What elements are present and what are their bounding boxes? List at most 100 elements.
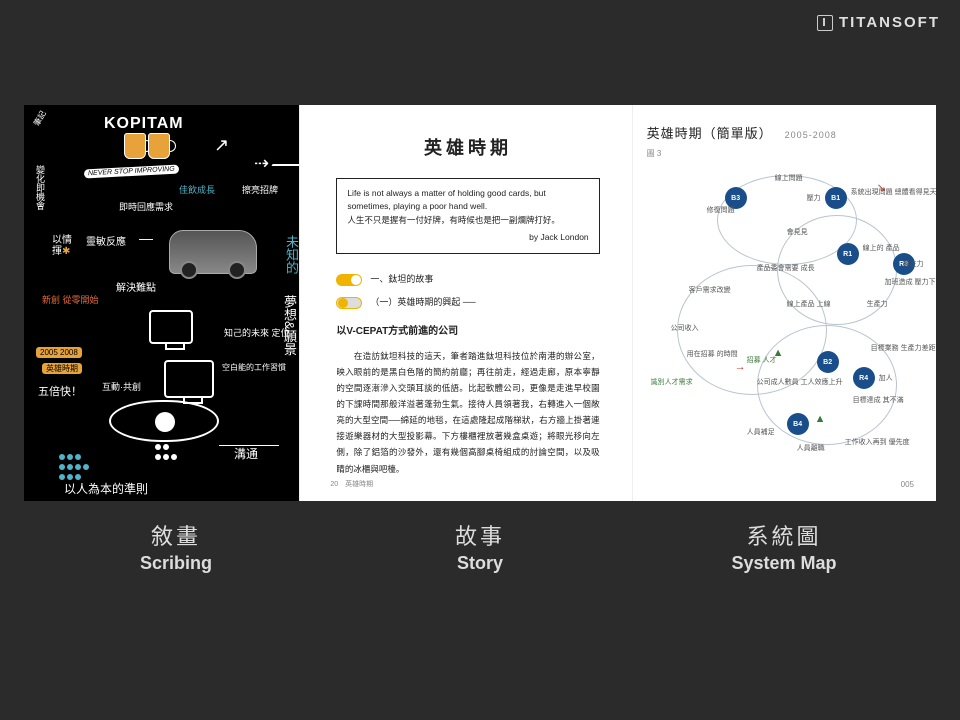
cups-icon — [124, 133, 172, 161]
caption-systemmap: 系統圖 System Map — [632, 519, 936, 574]
nlabel: 工作收入再到 優先度 — [845, 437, 910, 447]
toggle-off-icon — [336, 297, 362, 309]
nlabel: 目標達成 其不滿 — [853, 395, 904, 405]
label-comm: 溝通 — [234, 445, 258, 462]
node-r4: R4 — [853, 367, 875, 389]
toggle-label-1: 一、鈦坦的故事 — [370, 272, 433, 287]
quote-zh: 人生不只是握有一付好牌，有時候也是把一副爛牌打好。 — [347, 214, 588, 228]
map-area: B3 B1 R1 R3 B2 R4 B4 線上問題 壓力 系統出現問題 總體看得… — [647, 165, 922, 475]
nlabel: 線上問題 — [775, 173, 803, 183]
caption-scribing: 敘畫 Scribing — [24, 519, 328, 574]
arrow-icon: → — [735, 361, 746, 373]
nlabel: 生產力 — [867, 299, 888, 309]
eye-icon — [109, 400, 219, 442]
label-lefttag: 新創 從零開始 — [42, 295, 99, 306]
logo-icon — [817, 15, 833, 31]
nlabel: 用在招募 的時間 — [687, 349, 738, 359]
toggle-on-icon — [336, 274, 362, 286]
label-tr1: 佳飲成長 — [179, 183, 215, 196]
nlabel: 專注力 — [903, 259, 924, 269]
banner: NEVER STOP IMPROVING — [84, 165, 179, 179]
label-topleft2: 變化即機會 — [34, 165, 47, 210]
nlabel: 人員補足 — [747, 427, 775, 437]
header: TITANSOFT — [0, 0, 960, 45]
mountain-icon — [271, 140, 299, 166]
dots-icon — [58, 453, 90, 483]
label-knowself: 知己的未來 定位 — [224, 329, 290, 339]
label-tr3: 擦亮招牌 — [242, 183, 278, 196]
sysmap-title: 英雄時期（簡單版）2005-2008 — [647, 123, 922, 142]
label-hero: 英雄時期 — [42, 363, 82, 374]
sysmap-page: 005 — [901, 480, 914, 489]
nlabel: 公司收入 — [671, 323, 699, 333]
nlabel: 目標業務 生產力差距 — [871, 343, 936, 353]
label-topleft1: 筆記 — [31, 109, 49, 128]
story-body: 在造訪鈦坦科技的這天，筆者踏進鈦坦科技位於南港的辦公室，映入眼前的是黑白色階的簡… — [330, 348, 605, 477]
caption-en: Story — [328, 553, 632, 574]
arrow-icon: ▲ — [773, 347, 784, 359]
nlabel: 會見見 — [787, 227, 808, 237]
caption-en: System Map — [632, 553, 936, 574]
label-burst: 以情揮✱ — [52, 235, 72, 257]
caption-en: Scribing — [24, 553, 328, 574]
panel-story: 英雄時期 Life is not always a matter of hold… — [299, 105, 631, 501]
nlabel: 識別人才需求 — [651, 377, 693, 387]
panels-row: KOPITAM NEVER STOP IMPROVING 筆記 變化即機會 佳飲… — [24, 105, 936, 501]
nlabel: 修復問題 — [707, 205, 735, 215]
figure-number: 圖 3 — [647, 148, 922, 159]
scribing-title: KOPITAM — [104, 115, 184, 133]
logo-text: TITANSOFT — [839, 14, 940, 31]
screen-icon — [149, 310, 193, 344]
label-tr2: 即時回應需求 — [119, 200, 173, 213]
nlabel: 加班造成 壓力下降 — [885, 277, 936, 287]
caption-zh: 敘畫 — [24, 519, 328, 551]
label-bottom: 以人為本的準則 — [64, 480, 148, 497]
nlabel: 加人 — [879, 373, 893, 383]
arrow-icon: ↗ — [214, 135, 229, 156]
story-title: 英雄時期 — [330, 133, 605, 164]
nlabel: 產品委會需要 成長 — [757, 263, 815, 273]
nlabel: 壓力 — [807, 193, 821, 203]
arrow-icon: ⇢ — [254, 153, 269, 174]
story-subheading: 以V-CEPAT方式前進的公司 — [336, 323, 605, 340]
node-b4: B4 — [787, 413, 809, 435]
node-b2: B2 — [817, 351, 839, 373]
label-mid: 解決難點 — [116, 279, 156, 294]
nlabel: 線上產品 上線 — [787, 299, 831, 309]
panel-scribing: KOPITAM NEVER STOP IMPROVING 筆記 變化即機會 佳飲… — [24, 105, 299, 501]
logo: TITANSOFT — [817, 14, 940, 31]
quote-en: Life is not always a matter of holding g… — [347, 187, 588, 214]
nlabel: 線上的 產品 — [863, 243, 900, 253]
nlabel: 人員離職 — [797, 443, 825, 453]
toggle-label-2: （一）英雄時期的興起 ── — [370, 295, 475, 310]
dots-icon — [154, 443, 178, 463]
arrow-icon: ↘ — [877, 181, 886, 194]
caption-zh: 故事 — [328, 519, 632, 551]
label-midleft: 靈敏反應 — [86, 233, 126, 248]
label-year: 2005 2008 — [36, 348, 82, 357]
node-b1: B1 — [825, 187, 847, 209]
label-rv2: 夢想&願景 — [280, 295, 299, 356]
label-rv1: 未知的 — [282, 235, 299, 274]
captions-row: 敘畫 Scribing 故事 Story 系統圖 System Map — [24, 519, 936, 574]
screen-icon — [164, 360, 214, 398]
dash-icon: — — [139, 230, 153, 246]
arrow-icon: ▲ — [815, 413, 826, 425]
label-bottommid: 互動·共創 — [102, 383, 141, 393]
nlabel: 客戶需求改變 — [689, 285, 731, 295]
caption-zh: 系統圖 — [632, 519, 936, 551]
label-screen: 空白能的工作習慣 — [222, 363, 286, 373]
nlabel: 系統出現問題 總體看得見天 — [851, 187, 936, 197]
label-five: 五倍快！ — [38, 383, 82, 399]
nlabel: 公司成人數員 工人效應上升 — [757, 377, 843, 387]
quote-by: by Jack London — [347, 231, 588, 245]
quote-box: Life is not always a matter of holding g… — [336, 178, 599, 254]
toggle-row-1: 一、鈦坦的故事 — [336, 272, 605, 287]
line-icon — [219, 445, 279, 446]
panel-systemmap: 英雄時期（簡單版）2005-2008 圖 3 B3 B1 R1 R3 B2 R4… — [632, 105, 936, 501]
page-footer: 20 英雄時期 — [330, 479, 373, 491]
car-icon — [169, 230, 257, 274]
caption-story: 故事 Story — [328, 519, 632, 574]
toggle-row-2: （一）英雄時期的興起 ── — [336, 295, 605, 310]
node-r1: R1 — [837, 243, 859, 265]
